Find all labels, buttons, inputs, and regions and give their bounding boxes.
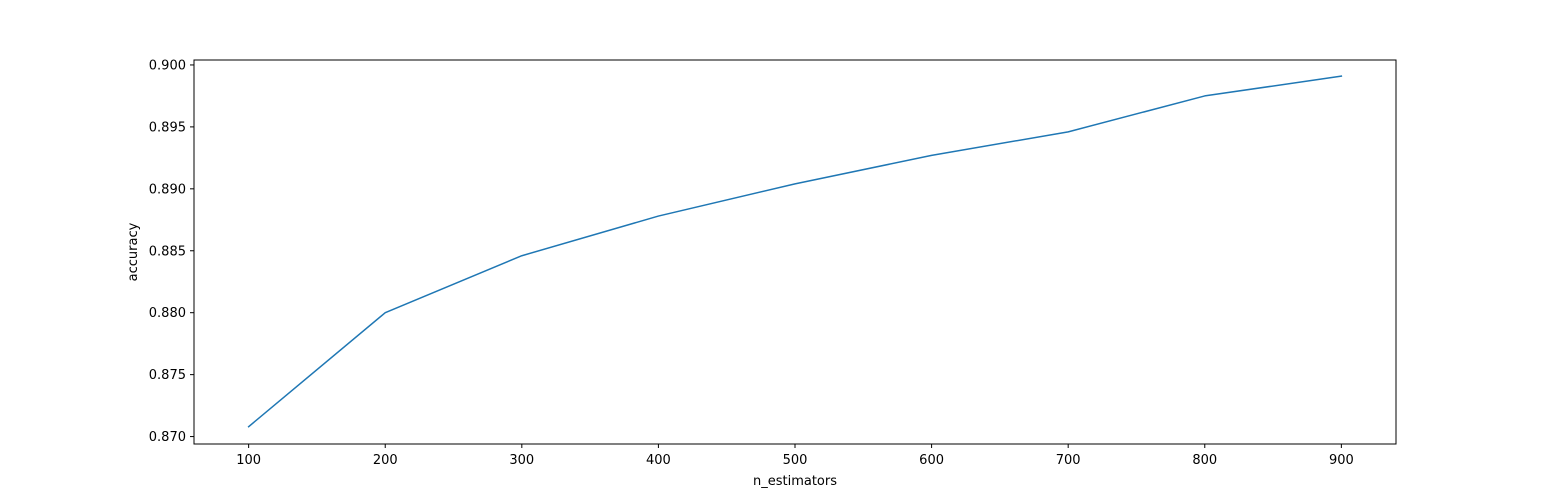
y-tick-label: 0.885	[149, 244, 186, 259]
x-tick-label: 700	[1056, 453, 1081, 468]
x-tick-label: 800	[1192, 453, 1217, 468]
x-tick-label: 500	[783, 453, 808, 468]
x-axis-label: n_estimators	[753, 474, 837, 489]
y-tick-label: 0.870	[149, 430, 186, 445]
y-axis-label: accuracy	[126, 222, 141, 281]
y-tick-label: 0.880	[149, 306, 186, 321]
y-tick-label: 0.890	[149, 182, 186, 197]
y-tick-label: 0.895	[149, 120, 186, 135]
x-tick-label: 400	[646, 453, 671, 468]
series-line	[247, 75, 1343, 428]
x-tick-label: 100	[236, 453, 261, 468]
y-tick-label: 0.900	[149, 58, 186, 73]
series-layer	[247, 75, 1343, 428]
x-tick-label: 300	[509, 453, 534, 468]
y-tick-label: 0.875	[149, 368, 186, 383]
plot-frame	[193, 59, 1397, 445]
x-tick-label: 600	[919, 453, 944, 468]
x-tick-label: 900	[1329, 453, 1354, 468]
x-tick-label: 200	[373, 453, 398, 468]
ticks-layer: 100 200 300 400 500 600 700 800 900 0.870 0.875 0.8…	[149, 58, 1354, 468]
